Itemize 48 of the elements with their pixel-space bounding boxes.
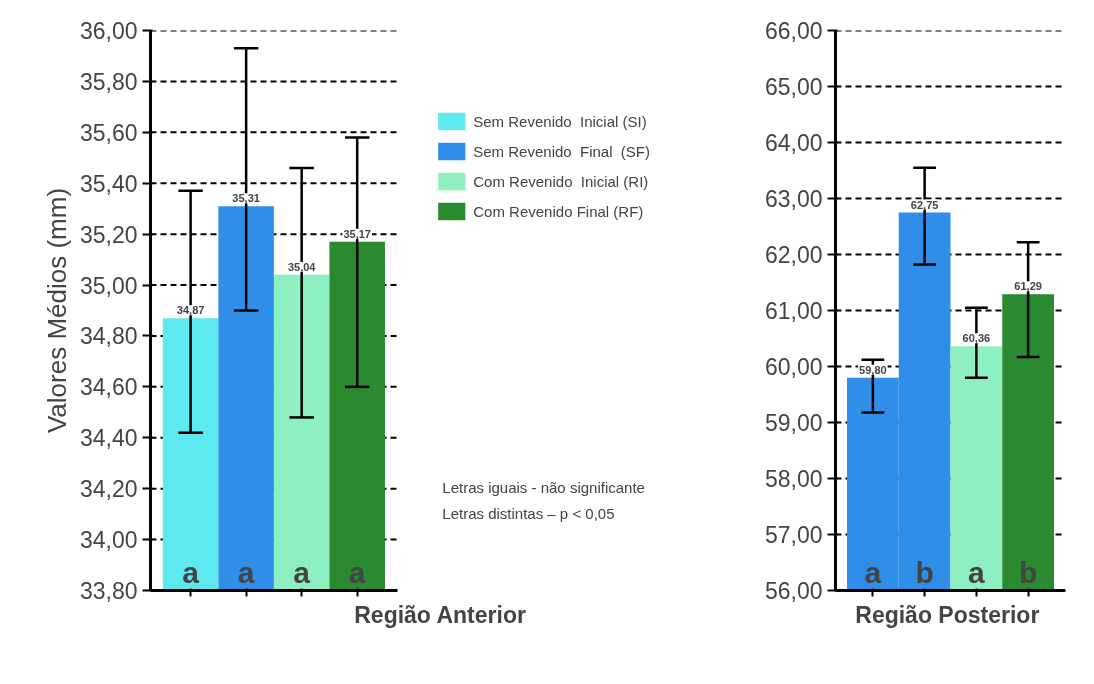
text: Letras distintas – p < 0,05: [442, 504, 615, 522]
y-tick-label: 34,40: [79, 425, 138, 452]
data-label: 34,87: [176, 304, 205, 317]
y-tick-label: 61,00: [764, 298, 823, 324]
annotation: b: [1018, 555, 1038, 589]
y-tick-label: 34,80: [79, 323, 138, 350]
legend-label: Sem Revenido Inicial (SI): [473, 112, 647, 130]
y-tick-label: 59,00: [764, 410, 823, 436]
y-tick-label: 57,00: [764, 522, 823, 548]
y-tick-label: 35,20: [79, 221, 138, 248]
annotation: a: [348, 555, 366, 589]
x-axis-title: Região Anterior: [354, 601, 526, 628]
y-tick-label: 56,00: [764, 578, 823, 604]
y-tick-label: 34,00: [79, 527, 138, 554]
data-label: 60,36: [962, 332, 991, 345]
y-tick-label: 58,00: [764, 466, 823, 492]
data-label: 59,80: [859, 363, 887, 376]
y-tick-label: 35,80: [79, 68, 138, 95]
data-label: 62,75: [910, 198, 939, 211]
data-label: 35,31: [232, 192, 260, 205]
annotation: b: [915, 555, 934, 589]
legend-label: Sem Revenido Final (SF): [473, 142, 650, 160]
y-tick-label: 33,80: [79, 578, 138, 604]
y-tick-label: 60,00: [764, 354, 823, 380]
legend-label: Com Revenido Inicial (RI): [473, 172, 649, 190]
y-tick-label: 62,00: [764, 242, 823, 268]
y-tick-label: 65,00: [764, 74, 823, 100]
y-tick-label: 36,00: [79, 18, 138, 44]
annotation: a: [237, 555, 255, 589]
y-tick-label: 63,00: [764, 186, 823, 212]
annotation: a: [864, 555, 882, 589]
y-tick-label: 66,00: [764, 18, 823, 44]
annotation: a: [293, 555, 311, 589]
y-tick-label: 34,60: [79, 374, 138, 401]
text: Letras iguais - não significante: [442, 478, 645, 496]
y-tick-label: 64,00: [764, 130, 823, 156]
y-axis-title: Valores Médios (mm): [41, 187, 72, 434]
legend-label: Com Revenido Final (RF): [473, 202, 644, 220]
y-tick-label: 34,20: [79, 476, 138, 503]
data-label: 35,17: [343, 227, 371, 240]
y-tick-label: 35,40: [79, 170, 138, 197]
annotation: a: [968, 555, 986, 589]
data-label: 61,29: [1014, 280, 1042, 293]
data-label: 35,04: [287, 260, 317, 273]
y-tick-label: 35,00: [79, 272, 138, 299]
y-tick-label: 35,60: [79, 119, 138, 146]
annotation: a: [182, 555, 200, 589]
x-axis-title: Região Posterior: [855, 601, 1040, 628]
